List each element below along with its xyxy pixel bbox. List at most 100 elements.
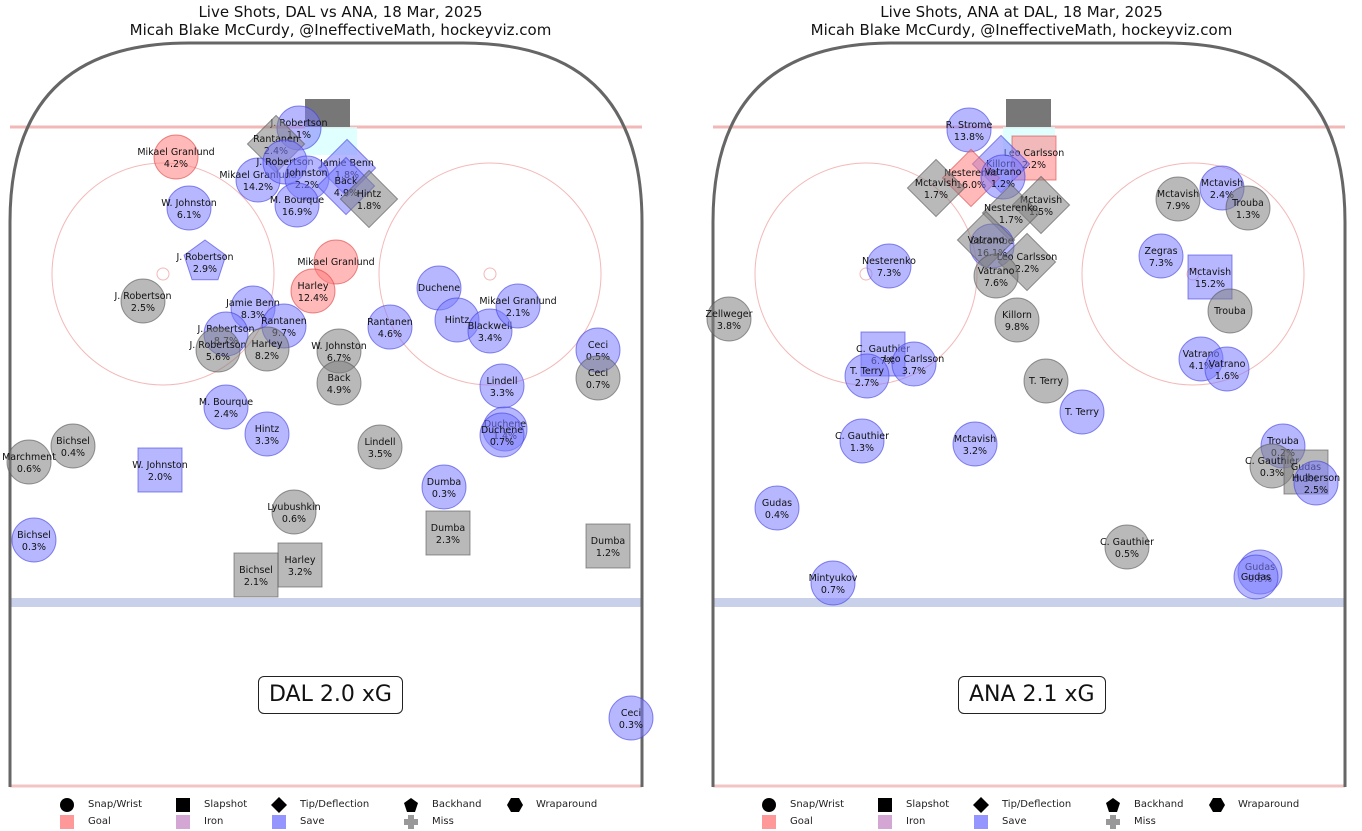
shot-player-label: Lindell bbox=[486, 376, 517, 387]
shot-xg-label: 2.2% bbox=[1015, 264, 1039, 275]
shot-player-label: Gudas bbox=[762, 498, 792, 509]
shot-circle bbox=[290, 268, 336, 314]
shot-xg-label: 13.8% bbox=[954, 132, 984, 143]
shot-xg-label: 1.2% bbox=[991, 179, 1015, 190]
panel-title: Live Shots, DAL vs ANA, 18 Mar, 2025 bbox=[198, 3, 483, 21]
goal-swatch-icon bbox=[60, 815, 74, 829]
shot-xg-label: 0.7% bbox=[821, 585, 845, 596]
shot-circle bbox=[316, 360, 362, 406]
legend-label: Goal bbox=[790, 816, 813, 827]
shot-xg-label: 3.2% bbox=[288, 567, 312, 578]
circle-marker-icon bbox=[60, 798, 74, 812]
shot-xg-label: 4.6% bbox=[378, 329, 402, 340]
shot-xg-label: 1.5% bbox=[1029, 207, 1053, 218]
shot-xg-label: 16.9% bbox=[282, 207, 312, 218]
shot-player-label: Leo Carlsson bbox=[884, 354, 945, 365]
faceoff-dot-right bbox=[483, 267, 497, 281]
pentagon-marker-icon bbox=[404, 798, 418, 812]
shot-player-label: Dumba bbox=[427, 477, 461, 488]
shot-player-label: Lindell bbox=[364, 437, 395, 448]
legend-label: Goal bbox=[88, 816, 111, 827]
shot-player-label: Mctavish bbox=[915, 178, 957, 189]
rink-boards bbox=[711, 41, 1347, 787]
shot-xg-label: 15.2% bbox=[1195, 279, 1225, 290]
panel-subtitle: Micah Blake McCurdy, @IneffectiveMath, h… bbox=[129, 21, 552, 39]
plus-icon bbox=[1106, 815, 1120, 829]
shot-player-label: Nesterenko bbox=[984, 203, 1038, 214]
shot-player-label: C. Gauthier bbox=[835, 431, 889, 442]
shot-player-label: Back bbox=[334, 176, 358, 187]
shot-circle bbox=[203, 384, 249, 430]
shot-xg-label: 0.3% bbox=[1260, 468, 1284, 479]
shot-circle bbox=[1059, 389, 1105, 435]
shot-player-label: Vatrano bbox=[1209, 359, 1246, 370]
shot-xg-label: 0.6% bbox=[17, 464, 41, 475]
shot-xg-label: 9.8% bbox=[1005, 322, 1029, 333]
hexagon-marker-icon bbox=[1209, 798, 1225, 812]
iron-swatch-icon bbox=[878, 815, 892, 829]
shot-player-label: Blackwell bbox=[468, 321, 513, 332]
shot-circle bbox=[754, 485, 800, 531]
shot-player-label: Back bbox=[327, 373, 351, 384]
shot-player-label: Duchene bbox=[418, 283, 460, 294]
shot-player-label: Rantanen bbox=[367, 317, 413, 328]
shot-circle bbox=[50, 423, 96, 469]
shot-xg-label: 0.3% bbox=[432, 489, 456, 500]
iron-swatch-icon bbox=[176, 815, 190, 829]
shot-xg-label: 3.2% bbox=[963, 446, 987, 457]
shot-xg-label: 0.7% bbox=[586, 380, 610, 391]
legend-label: Slapshot bbox=[906, 799, 950, 810]
legend-left: Snap/Wrist Slapshot Tip/Deflection Backh… bbox=[58, 797, 638, 831]
shot-xg-label: 0.3% bbox=[619, 720, 643, 731]
shot-player-label: Zegras bbox=[1144, 246, 1177, 257]
shot-circle bbox=[1293, 460, 1339, 506]
shot-player-label: Ceci bbox=[588, 368, 608, 379]
shot-circle bbox=[891, 341, 937, 387]
shot-player-label: Ceci bbox=[621, 708, 641, 719]
shot-circle bbox=[244, 411, 290, 457]
dal-shot-panel: Live Shots, DAL vs ANA, 18 Mar, 2025 Mic… bbox=[2, 3, 654, 788]
shot-square bbox=[585, 523, 631, 569]
shot-player-label: Lyubushkin bbox=[267, 502, 320, 513]
faceoff-dot-left bbox=[156, 267, 170, 281]
shot-player-label: Vatrano bbox=[978, 266, 1015, 277]
shot-xg-label: 2.3% bbox=[436, 535, 460, 546]
blue-line bbox=[713, 598, 1345, 607]
shot-circle bbox=[1023, 358, 1069, 404]
shot-xg-label: 0.7% bbox=[490, 437, 514, 448]
shot-player-label: Bichsel bbox=[239, 565, 273, 576]
legend-label: Save bbox=[300, 816, 325, 827]
shot-player-label: Rantanen bbox=[261, 316, 307, 327]
shot-square bbox=[425, 510, 471, 556]
shot-circle bbox=[1155, 176, 1201, 222]
shot-player-label: Marchment bbox=[2, 452, 56, 463]
shot-xg-label: 6.7% bbox=[327, 353, 351, 364]
shot-player-label: W. Johnston bbox=[311, 341, 367, 352]
legend-label: Tip/Deflection bbox=[300, 799, 370, 810]
shot-xg-label: 7.3% bbox=[877, 268, 901, 279]
shot-circle bbox=[1233, 554, 1279, 600]
square-marker-icon bbox=[878, 798, 892, 812]
shot-circle bbox=[495, 283, 541, 329]
shot-circle bbox=[1207, 288, 1253, 334]
shot-circle bbox=[575, 355, 621, 401]
shot-player-label: W. Johnston bbox=[161, 198, 217, 209]
shot-xg-label: 3.5% bbox=[368, 449, 392, 460]
shot-xg-label: 7.6% bbox=[984, 278, 1008, 289]
